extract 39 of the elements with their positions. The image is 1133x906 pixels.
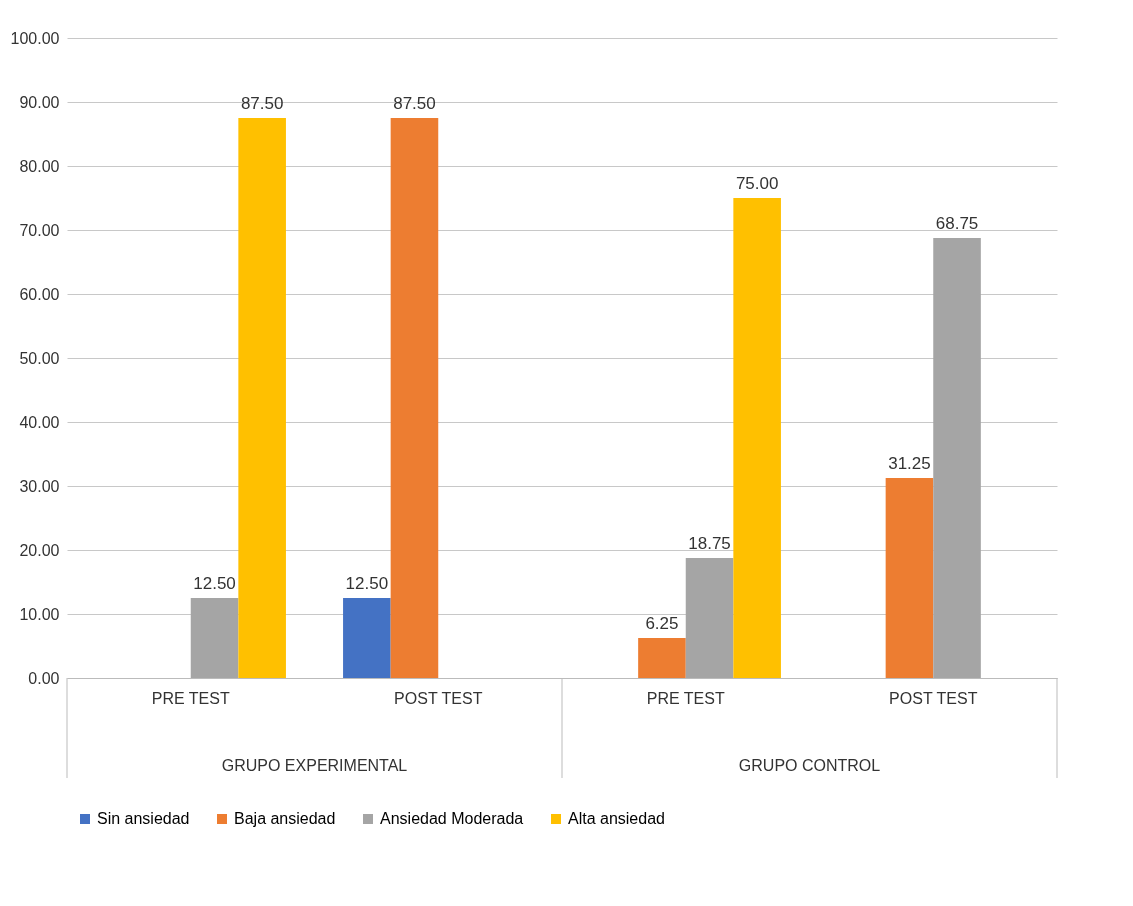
- text: GRUPO EXPERIMENTAL: [221, 757, 408, 774]
- legend-label: Sin ansiedad: [97, 810, 190, 827]
- data-label: 87.50: [240, 94, 284, 113]
- data-label: 31.25: [888, 454, 931, 473]
- legend-label: Baja ansiedad: [234, 810, 336, 827]
- bar: [933, 238, 981, 678]
- x-tick-label: PRE TEST: [646, 689, 725, 707]
- data-label: 18.75: [688, 534, 731, 553]
- data-label: 75.00: [735, 174, 779, 193]
- bar: [685, 558, 734, 678]
- bar: [390, 118, 439, 678]
- x-tick-label: PRE TEST: [151, 689, 230, 707]
- y-tick-label: 10.00: [19, 605, 60, 623]
- y-tick-label: 70.00: [19, 221, 60, 239]
- y-tick-label: 0.00: [28, 669, 60, 687]
- y-tick-label: 20.00: [19, 541, 60, 559]
- y-tick-label: 100.00: [10, 29, 60, 47]
- bar: [238, 118, 286, 678]
- data-label: 12.50: [193, 574, 236, 593]
- data-label: 68.75: [935, 214, 979, 233]
- bar: [190, 598, 239, 678]
- bar: [733, 198, 781, 678]
- bar: [343, 598, 391, 678]
- x-tick-label: POST TEST: [394, 689, 483, 707]
- y-tick-label: 80.00: [19, 157, 60, 175]
- legend-label: Ansiedad Moderada: [380, 810, 524, 827]
- bar: [885, 478, 934, 678]
- x-tick-label: POST TEST: [889, 689, 978, 707]
- y-tick-label: 50.00: [19, 349, 60, 367]
- y-tick-label: 60.00: [19, 285, 60, 303]
- y-tick-label: 30.00: [19, 477, 60, 495]
- data-label: 6.25: [645, 614, 679, 633]
- y-tick-label: 90.00: [19, 93, 60, 111]
- data-label: 87.50: [393, 94, 436, 113]
- text: GRUPO CONTROL: [738, 757, 881, 774]
- data-label: 12.50: [345, 574, 389, 593]
- bar: [638, 638, 686, 678]
- y-tick-label: 40.00: [19, 413, 60, 431]
- legend-label: Alta ansiedad: [568, 810, 665, 827]
